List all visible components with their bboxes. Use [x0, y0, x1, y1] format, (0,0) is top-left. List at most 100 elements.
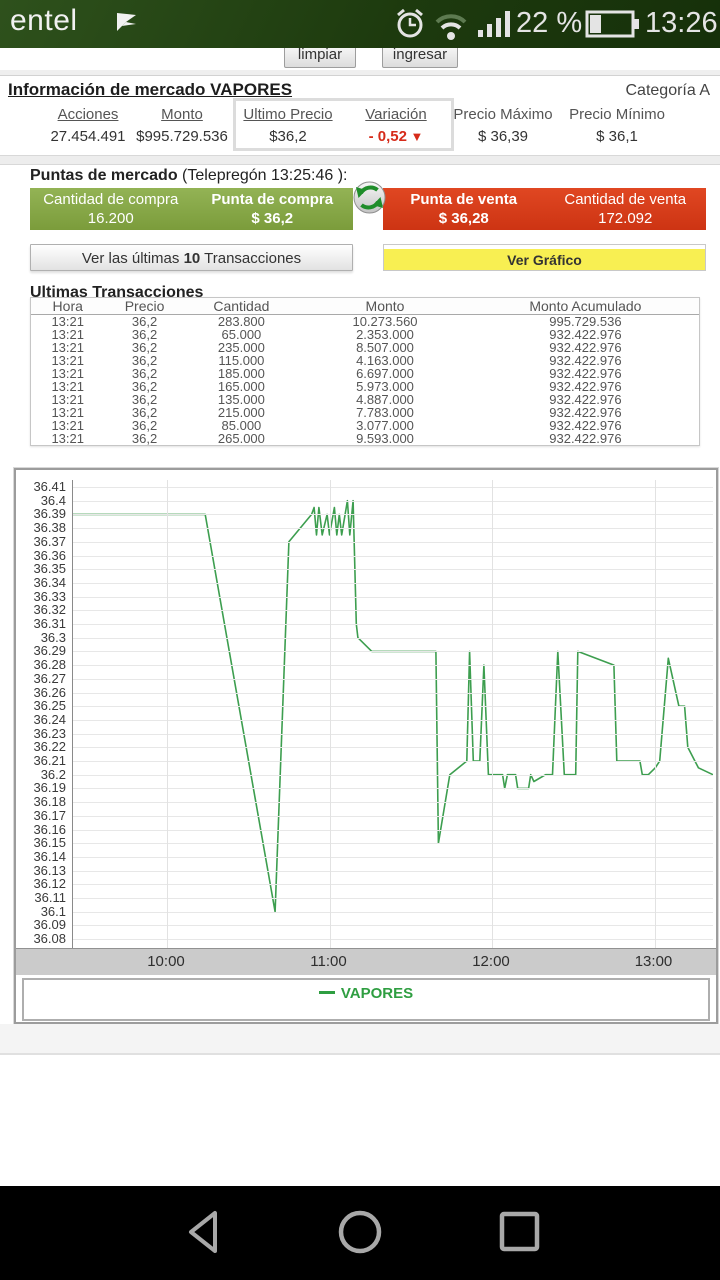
transactions-header-cell[interactable]: Hora — [52, 298, 83, 314]
market-info-title: Información de mercado VAPORES — [8, 80, 293, 99]
v-gridline — [167, 480, 168, 948]
v-gridline — [492, 480, 493, 948]
table-cell: 265.000 — [217, 431, 265, 446]
h-gridline — [73, 624, 713, 625]
y-tick-label: 36.08 — [33, 931, 66, 947]
transactions-header-cell[interactable]: Cantidad — [213, 298, 270, 314]
h-gridline — [73, 856, 713, 858]
table-cell: 13:21 — [51, 366, 84, 381]
recents-icon[interactable] — [496, 1208, 544, 1256]
table-cell: 932.422.976 — [549, 353, 622, 368]
y-tick-label: 36.18 — [33, 794, 66, 810]
table-cell: 932.422.976 — [549, 405, 622, 420]
table-cell: 165.000 — [217, 379, 265, 394]
table-cell: 932.422.976 — [549, 431, 622, 446]
sell-quantity-cell: Cantidad de venta 172.092 — [545, 188, 707, 230]
table-cell: 5.973.000 — [356, 379, 414, 394]
sell-price-cell: Punta de venta $ 36,28 — [383, 188, 545, 230]
table-cell: 932.422.976 — [549, 327, 622, 342]
table-row: 13:21 36,2 135.000 4.887.000 932.422.976 — [31, 393, 699, 406]
puntas-heading-rest: (Telepregón 13:25:46 ): — [177, 167, 348, 184]
table-row: 13:21 36,2 235.000 8.507.000 932.422.976 — [31, 341, 699, 354]
table-row: 13:21 36,2 215.000 7.783.000 932.422.976 — [31, 406, 699, 419]
h-gridline — [73, 898, 713, 899]
market-col-value: $36,2 — [269, 128, 307, 145]
y-tick-label: 36.14 — [33, 848, 66, 864]
buy-quantity-label: Cantidad de compra — [43, 191, 179, 208]
h-gridline — [73, 719, 713, 721]
table-cell: 65.000 — [221, 327, 262, 342]
h-gridline — [73, 651, 713, 653]
market-col-value: $ 36,1 — [596, 128, 638, 145]
h-gridline — [73, 692, 713, 694]
buy-price-cell: Punta de compra $ 36,2 — [192, 188, 354, 230]
transactions-title: Ultimas Transacciones — [30, 284, 204, 301]
market-col-header[interactable]: Acciones — [57, 106, 119, 123]
transactions-header-cell[interactable]: Monto — [365, 298, 405, 314]
sell-quantity-label: Cantidad de venta — [564, 191, 687, 208]
table-cell: 7.783.000 — [356, 405, 414, 420]
table-cell: 36,2 — [131, 366, 158, 381]
divider — [0, 70, 720, 76]
last-price-highlight-box — [233, 98, 454, 151]
view-graph-button[interactable]: Ver Gráfico — [383, 244, 706, 271]
puntas-heading-bold: Puntas de mercado — [30, 167, 178, 184]
h-gridline — [73, 541, 713, 543]
view-transactions-prefix: Ver las últimas — [81, 250, 184, 267]
h-gridline — [73, 925, 713, 927]
sell-quote-box: Punta de venta $ 36,28 Cantidad de venta… — [383, 188, 706, 230]
table-row: 13:21 36,2 85.000 3.077.000 932.422.976 — [31, 419, 699, 432]
table-cell: 36,2 — [131, 314, 158, 329]
y-tick-label: 36.16 — [33, 821, 66, 837]
h-gridline — [73, 706, 713, 708]
back-icon[interactable] — [184, 1208, 224, 1256]
y-tick-label: 36.4 — [40, 492, 66, 508]
y-tick-label: 36.29 — [33, 643, 66, 659]
refresh-icon[interactable] — [353, 181, 386, 214]
x-tick-label: 12:00 — [472, 953, 510, 970]
y-tick-label: 36.23 — [33, 725, 66, 741]
h-gridline — [73, 774, 713, 776]
table-cell: 932.422.976 — [549, 379, 622, 394]
table-cell: 85.000 — [221, 418, 262, 433]
buy-price-label: Punta de compra — [211, 191, 334, 208]
h-gridline — [73, 569, 713, 571]
home-icon[interactable] — [336, 1208, 384, 1256]
table-cell: 10.273.560 — [352, 314, 418, 329]
h-gridline — [73, 665, 713, 667]
table-row: 13:21 36,2 265.000 9.593.000 932.422.976 — [31, 432, 699, 445]
y-tick-label: 36.09 — [33, 917, 66, 933]
sell-quantity-value: 172.092 — [598, 210, 653, 227]
transactions-header-cell[interactable]: Monto Acumulado — [529, 298, 642, 314]
market-col-header[interactable]: Ultimo Precio — [243, 106, 333, 123]
h-gridline — [73, 870, 713, 872]
sell-price-value: $ 36,28 — [438, 210, 489, 227]
chart-legend: VAPORES — [22, 978, 710, 1021]
transactions-header-cell[interactable]: Precio — [124, 298, 165, 314]
x-tick-label: 13:00 — [634, 953, 673, 970]
h-gridline — [73, 514, 713, 516]
table-row: 13:21 36,2 65.000 2.353.000 932.422.976 — [31, 328, 699, 341]
y-tick-label: 36.28 — [33, 657, 66, 673]
table-cell: 932.422.976 — [549, 392, 622, 407]
market-col-header[interactable]: Variación — [365, 106, 427, 123]
h-gridline — [73, 884, 713, 886]
y-tick-label: 36.1 — [40, 903, 66, 919]
h-gridline — [73, 911, 713, 913]
table-cell: 135.000 — [217, 392, 265, 407]
buy-quantity-value: 16.200 — [87, 210, 134, 227]
table-cell: 932.422.976 — [549, 366, 622, 381]
price-chart: 36.41 36.4 36.39 36.38 36.37 36.36 36.35 36.34 3… — [14, 468, 718, 1024]
table-cell: 36,2 — [131, 340, 158, 355]
y-tick-label: 36.2 — [40, 766, 66, 782]
view-transactions-button[interactable]: Ver las últimas 10 Transacciones — [30, 244, 353, 271]
h-gridline — [73, 843, 713, 845]
table-cell: 13:21 — [51, 340, 84, 355]
chart-plot-area — [72, 480, 713, 949]
market-col-header[interactable]: Monto — [161, 106, 203, 123]
sell-price-label: Punta de venta — [410, 191, 518, 208]
h-gridline — [73, 582, 713, 584]
divider — [0, 1024, 720, 1055]
market-col-value: 27.454.491 — [50, 128, 126, 145]
y-tick-label: 36.12 — [33, 876, 66, 892]
